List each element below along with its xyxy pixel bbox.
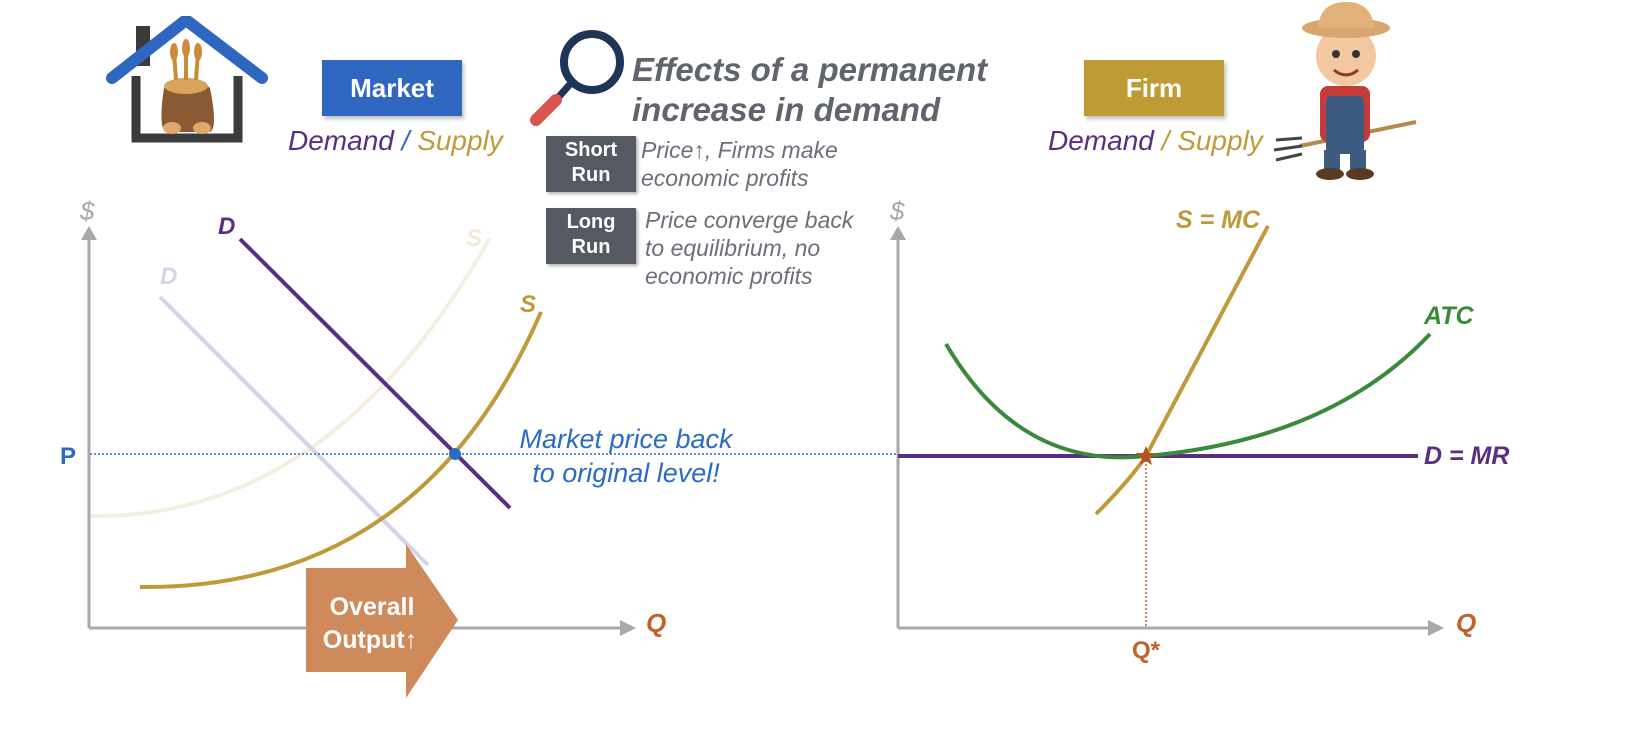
- firm-subtitle-supply: Supply: [1177, 125, 1263, 156]
- old-demand-label: D: [160, 263, 177, 290]
- long-run-text: Price converge back to equilibrium, no e…: [645, 206, 853, 290]
- magnifier-icon: [528, 28, 628, 128]
- annotation-line1: Market price back: [519, 424, 734, 454]
- long-run-tag: Long Run: [546, 208, 636, 264]
- long-run-tag-line2: Run: [571, 236, 611, 258]
- long-run-text-line2: to equilibrium, no: [645, 235, 821, 261]
- long-run-text-line3: economic profits: [645, 263, 813, 289]
- title-line2: increase in demand: [632, 91, 941, 128]
- new-demand-label: D: [218, 213, 235, 240]
- market-box: Market: [322, 60, 462, 116]
- firm-subtitle: Demand / Supply: [1048, 125, 1263, 157]
- new-supply-curve: [139, 311, 543, 590]
- firm-box-label: Firm: [1125, 73, 1183, 103]
- market-y-axis-label: $: [79, 196, 95, 226]
- arrow-label-line1: Overall: [330, 593, 415, 621]
- market-x-axis-label: Q: [646, 608, 666, 638]
- short-run-text: Price↑, Firms make economic profits: [641, 136, 838, 192]
- long-run-text-line1: Price converge back: [645, 207, 854, 233]
- market-subtitle-supply: Supply: [417, 125, 503, 156]
- arrow-label-line2: Output↑: [323, 626, 417, 654]
- firm-x-axis-label: Q: [1456, 608, 1476, 638]
- new-supply-label: S: [520, 291, 536, 318]
- mc-label: S = MC: [1176, 206, 1261, 234]
- market-subtitle-sep: /: [393, 125, 418, 156]
- mc-curve: [1094, 225, 1270, 516]
- market-house-icon: [106, 14, 268, 146]
- overall-output-arrow: [306, 544, 458, 698]
- firm-y-axis-arrow: [890, 226, 906, 240]
- long-run-tag-line1: Long: [566, 211, 616, 233]
- title-line1: Effects of a permanent: [632, 51, 988, 88]
- annotation-line2: to original level!: [532, 458, 720, 488]
- new-demand-curve: [238, 237, 512, 510]
- firm-equilibrium-star: [1136, 446, 1156, 465]
- atc-label: ATC: [1423, 302, 1474, 330]
- q-star-label: Q*: [1132, 637, 1161, 664]
- market-box-label: Market: [350, 73, 434, 103]
- short-run-tag-line1: Short: [564, 139, 618, 161]
- short-run-tag-line2: Run: [571, 164, 611, 186]
- farmer-icon: [1270, 0, 1420, 182]
- market-subtitle: Demand / Supply: [288, 125, 503, 157]
- mr-label: D = MR: [1424, 442, 1509, 470]
- short-run-text-line2: economic profits: [641, 165, 809, 191]
- market-y-axis-arrow: [81, 226, 97, 240]
- market-subtitle-demand: Demand: [288, 125, 394, 156]
- firm-x-axis-arrow: [1428, 620, 1444, 636]
- market-graph: $ Q P D D S S Overall Output↑ Market pri…: [60, 196, 734, 698]
- firm-subtitle-sep: /: [1153, 125, 1178, 156]
- short-run-text-line1: Price↑, Firms make: [641, 137, 838, 163]
- atc-curve: [944, 332, 1432, 460]
- firm-box: Firm: [1084, 60, 1224, 116]
- market-x-axis-arrow: [620, 620, 636, 636]
- short-run-tag: Short Run: [546, 136, 636, 192]
- old-demand-curve: [158, 295, 430, 567]
- market-price-label: P: [60, 443, 76, 470]
- page-title: Effects of a permanent increase in deman…: [632, 50, 987, 130]
- firm-y-axis-label: $: [889, 196, 905, 226]
- firm-subtitle-demand: Demand: [1048, 125, 1154, 156]
- old-supply-label: S: [466, 225, 482, 252]
